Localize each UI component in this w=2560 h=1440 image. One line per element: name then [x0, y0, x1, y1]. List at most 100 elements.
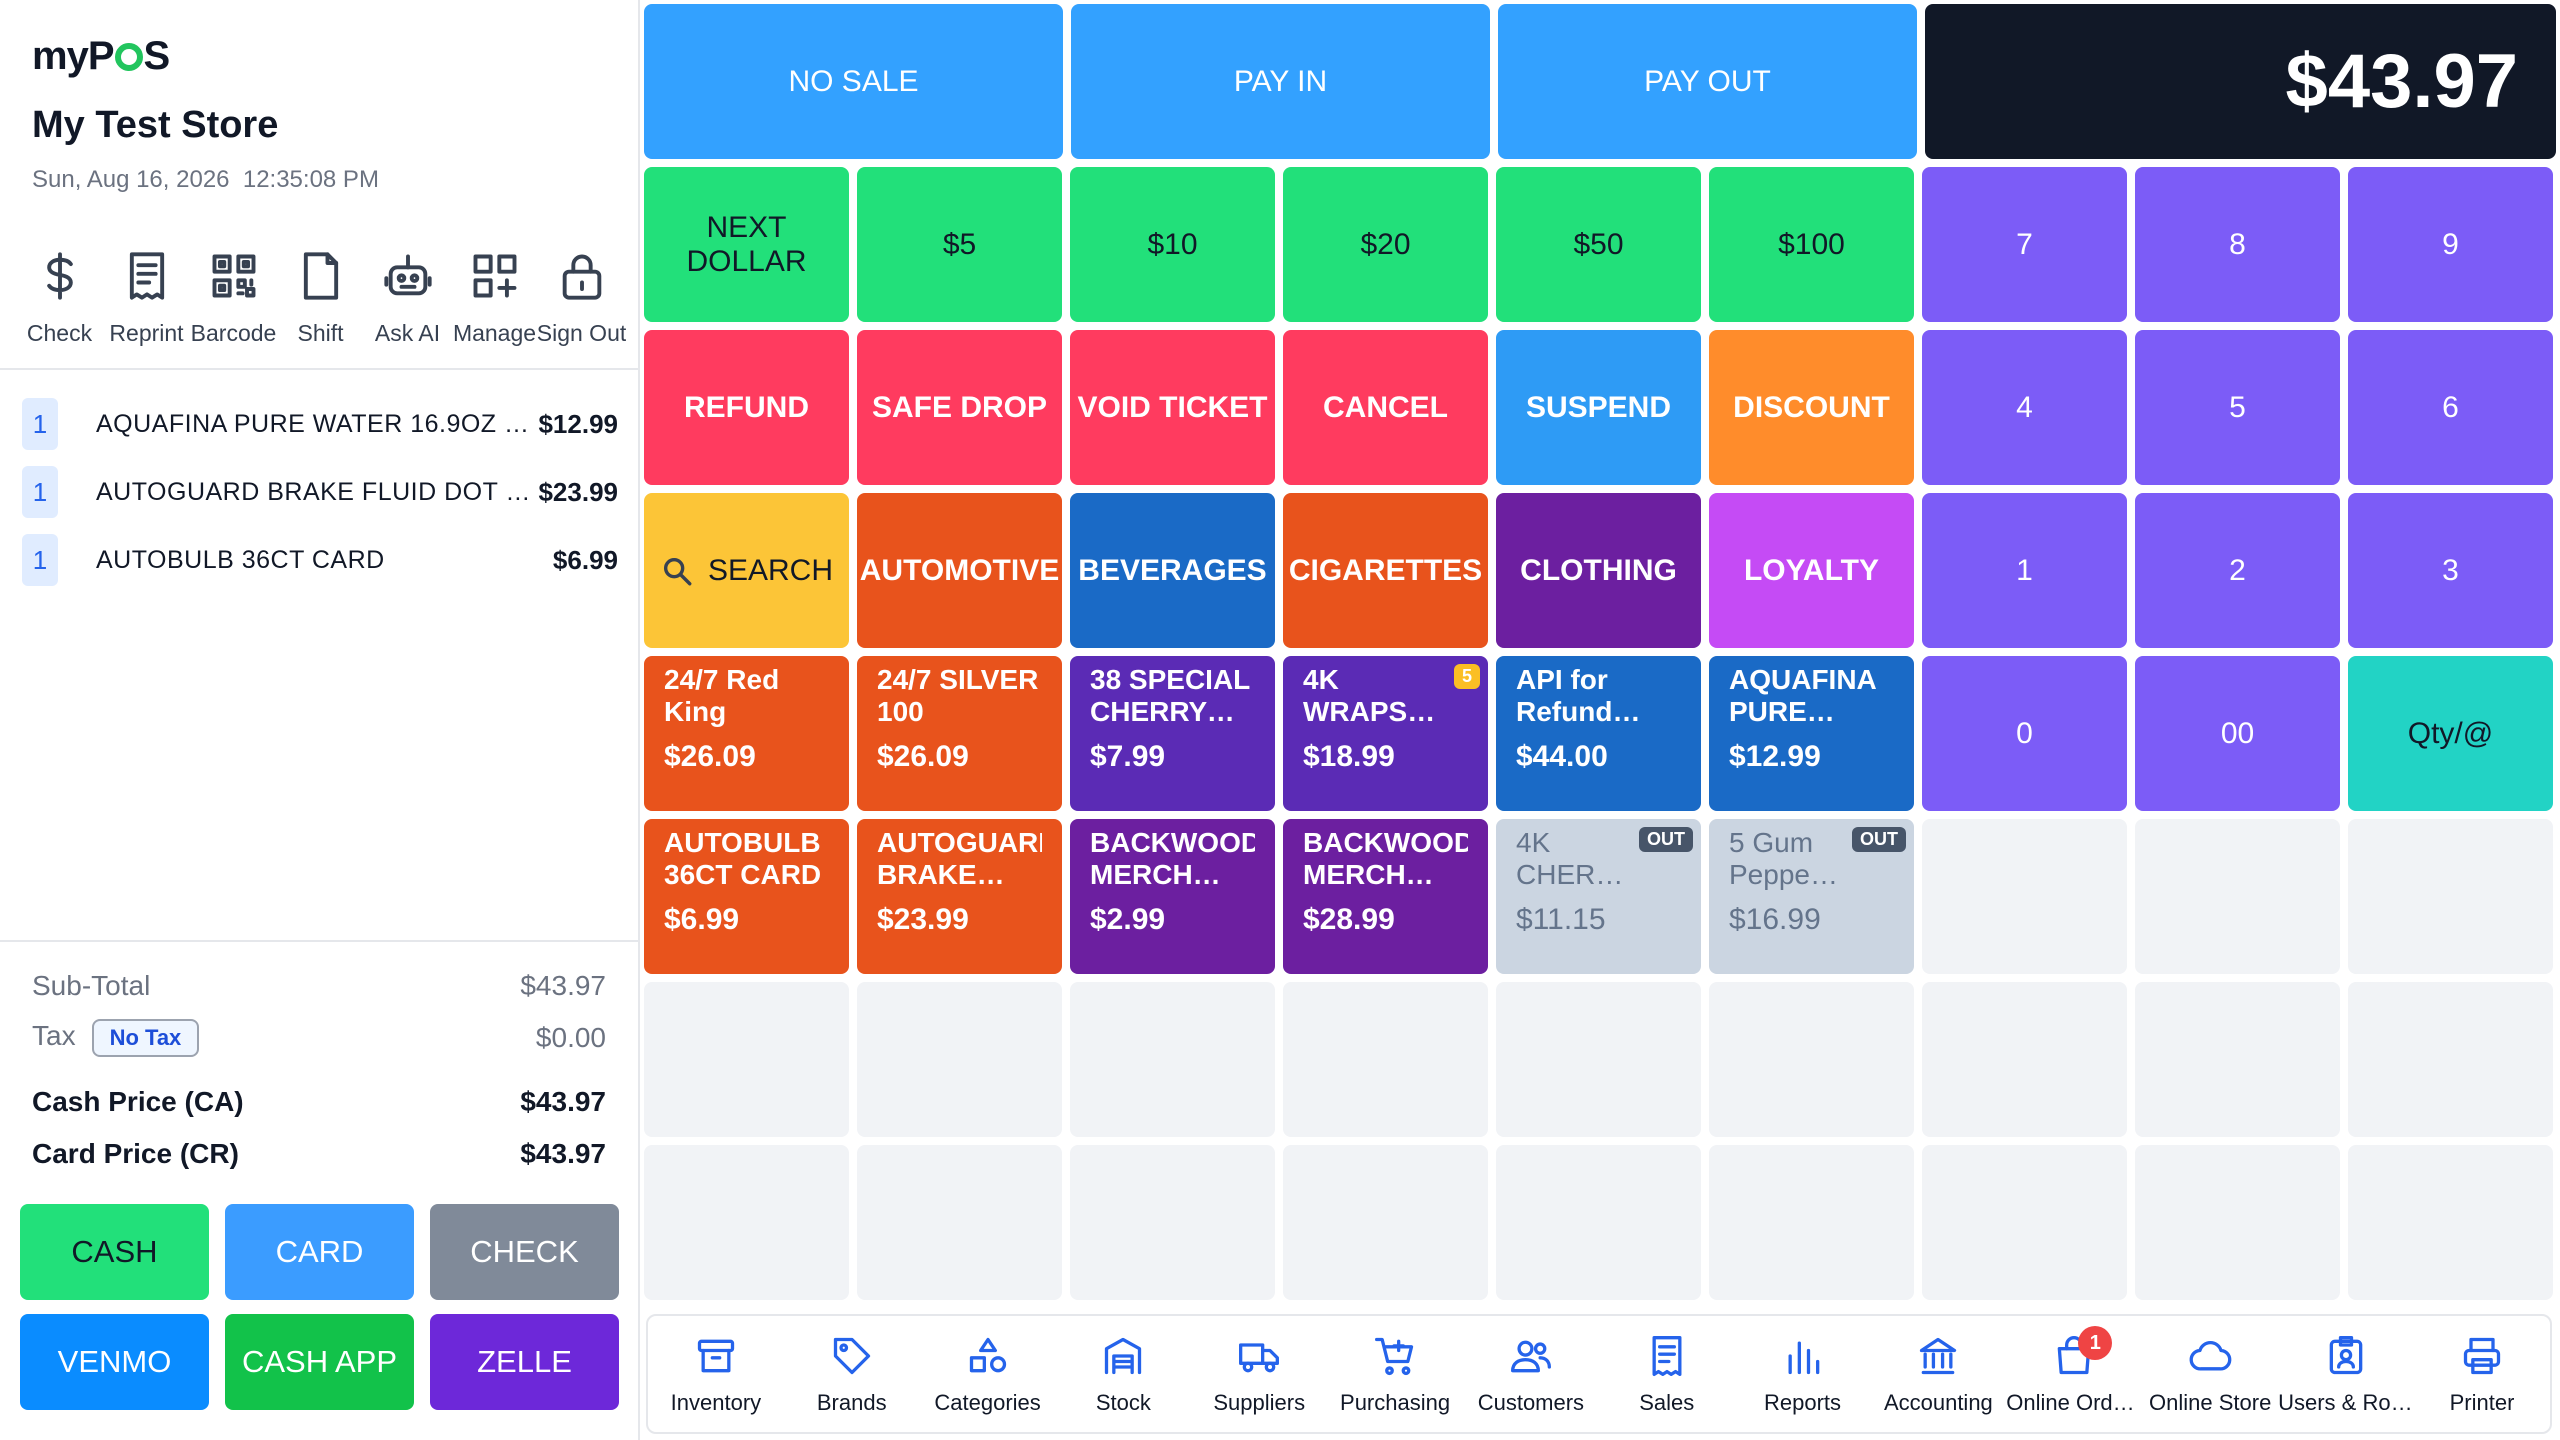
product-tile[interactable]: AUTOBULB 36CT CARD $6.99	[644, 819, 849, 974]
nav-customers[interactable]: Customers	[1463, 1316, 1599, 1432]
keypad-1-button[interactable]: 1	[1922, 493, 2127, 648]
no-tax-badge[interactable]: No Tax	[91, 1019, 200, 1057]
keypad-6-button[interactable]: 6	[2348, 330, 2553, 485]
no-sale-button[interactable]: NO SALE	[644, 4, 1063, 159]
tender-50-button[interactable]: $50	[1496, 167, 1701, 322]
product-tile[interactable]: AQUAFINA PURE WATER 16.9OZ $12.99	[1709, 656, 1914, 811]
tool-sign-out[interactable]: Sign Out	[537, 240, 626, 360]
nav-online-store[interactable]: Online Store	[2142, 1316, 2278, 1432]
nav-accounting[interactable]: Accounting	[1870, 1316, 2006, 1432]
product-tile[interactable]: 24/7 SILVER 100 $26.09	[857, 656, 1062, 811]
tender-100-button[interactable]: $100	[1709, 167, 1914, 322]
category-search-button[interactable]: SEARCH	[644, 493, 849, 648]
product-tile[interactable]: BACKWOODS MERCH GASKET $2.99	[1070, 819, 1275, 974]
pay-zelle-button[interactable]: ZELLE	[430, 1314, 619, 1410]
category-automotive-button[interactable]: AUTOMOTIVE	[857, 493, 1062, 648]
nav-brands[interactable]: Brands	[784, 1316, 920, 1432]
ticket-item[interactable]: 1 AUTOGUARD BRAKE FLUID DOT 3 12OZ$23.99	[22, 458, 618, 526]
category-beverages-button[interactable]: BEVERAGES	[1070, 493, 1275, 648]
suspend-button[interactable]: SUSPEND	[1496, 330, 1701, 485]
discount-button[interactable]: DISCOUNT	[1709, 330, 1914, 485]
tool-reprint[interactable]: Reprint	[103, 240, 190, 360]
ticket-item[interactable]: 1 AQUAFINA PURE WATER 16.9OZ 24PK $12.99	[22, 390, 618, 458]
nav-stock[interactable]: Stock	[1055, 1316, 1191, 1432]
nav-inventory[interactable]: Inventory	[648, 1316, 784, 1432]
tool-check[interactable]: Check	[16, 240, 103, 360]
empty-slot	[1922, 819, 2127, 974]
product-tile[interactable]: 4K WRAPS 4F99 BLACKBERRY $18.99 5	[1283, 656, 1488, 811]
nav-reports[interactable]: Reports	[1735, 1316, 1871, 1432]
tender-20-button[interactable]: $20	[1283, 167, 1488, 322]
stock-count-badge: 5	[1453, 664, 1480, 689]
product-tile[interactable]: 38 SPECIAL CHERRY CIGARS $7.99	[1070, 656, 1275, 811]
void-ticket-button[interactable]: VOID TICKET	[1070, 330, 1275, 485]
category-clothing-button[interactable]: CLOTHING	[1496, 493, 1701, 648]
receipt-icon	[129, 252, 164, 300]
keypad-0-button[interactable]: 0	[1922, 656, 2127, 811]
pay-out-button[interactable]: PAY OUT	[1498, 4, 1917, 159]
nav-label: Reports	[1764, 1390, 1842, 1415]
nav-online-orders[interactable]: Online Orders 1	[2006, 1316, 2142, 1432]
empty-slot	[1922, 982, 2127, 1137]
product-name: BACKWOODS MERCH LIGHTER	[1303, 827, 1468, 890]
nav-label: Sales	[1639, 1390, 1695, 1415]
id-badge-icon	[2329, 1336, 2363, 1375]
magnifier-icon	[663, 557, 692, 585]
product-name: AUTOBULB 36CT CARD	[664, 827, 822, 890]
keypad-00-button[interactable]: 00	[2135, 656, 2340, 811]
store-datetime: Sun, Aug 16, 2026 12:35:08 PM	[32, 166, 379, 193]
empty-slot	[2348, 819, 2553, 974]
divider	[0, 940, 638, 942]
shapes-icon	[969, 1337, 1006, 1373]
users-icon	[1510, 1340, 1551, 1373]
ticket-item[interactable]: 1 AUTOBULB 36CT CARD $6.99	[22, 526, 618, 594]
document-icon	[303, 252, 338, 300]
keypad-3-button[interactable]: 3	[2348, 493, 2553, 648]
tool-barcode[interactable]: Barcode	[190, 240, 277, 360]
product-tile[interactable]: BACKWOODS MERCH LIGHTER $28.99	[1283, 819, 1488, 974]
product-tile[interactable]: AUTOGUARD BRAKE FLUID DOT 3 $23.99	[857, 819, 1062, 974]
tool-shift[interactable]: Shift	[277, 240, 364, 360]
product-tile[interactable]: 24/7 Red King $26.09	[644, 656, 849, 811]
item-qty[interactable]: 1	[22, 534, 58, 586]
tool-manage[interactable]: Manage	[451, 240, 538, 360]
item-qty[interactable]: 1	[22, 466, 58, 518]
safe-drop-button[interactable]: SAFE DROP	[857, 330, 1062, 485]
category-label: BEVERAGES	[1078, 553, 1267, 587]
category-cigarettes-button[interactable]: CIGARETTES	[1283, 493, 1488, 648]
tool-ask-ai[interactable]: Ask AI	[364, 240, 451, 360]
nav-label: Online Store	[2149, 1390, 2272, 1415]
product-tile[interactable]: 5 Gum Peppermint Cobalt $16.99 OUT	[1709, 819, 1914, 974]
tender-next-dollar-button[interactable]: NEXT DOLLAR	[644, 167, 849, 322]
item-qty[interactable]: 1	[22, 398, 58, 450]
pay-cash-button[interactable]: CASH	[20, 1204, 209, 1300]
keypad-8-button[interactable]: 8	[2135, 167, 2340, 322]
nav-users-roles[interactable]: Users & Roles	[2278, 1316, 2414, 1432]
qty-multiplier-button[interactable]: Qty/@	[2348, 656, 2553, 811]
app-logo: myP S	[32, 34, 170, 78]
nav-suppliers[interactable]: Suppliers	[1191, 1316, 1327, 1432]
keypad-5-button[interactable]: 5	[2135, 330, 2340, 485]
refund-button[interactable]: REFUND	[644, 330, 849, 485]
product-name: 4K CHERRY 4/1.39C 60CT	[1516, 827, 1634, 890]
nav-sales[interactable]: Sales	[1599, 1316, 1735, 1432]
pay-check-button[interactable]: CHECK	[430, 1204, 619, 1300]
tender-5-button[interactable]: $5	[857, 167, 1062, 322]
cancel-button[interactable]: CANCEL	[1283, 330, 1488, 485]
empty-slot	[1496, 1145, 1701, 1300]
category-loyalty-button[interactable]: LOYALTY	[1709, 493, 1914, 648]
nav-purchasing[interactable]: Purchasing	[1327, 1316, 1463, 1432]
keypad-2-button[interactable]: 2	[2135, 493, 2340, 648]
pay-card-button[interactable]: CARD	[225, 1204, 414, 1300]
keypad-9-button[interactable]: 9	[2348, 167, 2553, 322]
keypad-7-button[interactable]: 7	[1922, 167, 2127, 322]
tender-10-button[interactable]: $10	[1070, 167, 1275, 322]
pay-venmo-button[interactable]: VENMO	[20, 1314, 209, 1410]
keypad-4-button[interactable]: 4	[1922, 330, 2127, 485]
product-tile[interactable]: API for Refund request $44.00	[1496, 656, 1701, 811]
nav-categories[interactable]: Categories	[920, 1316, 1056, 1432]
pay-cash-app-button[interactable]: CASH APP	[225, 1314, 414, 1410]
product-tile[interactable]: 4K CHERRY 4/1.39C 60CT $11.15 OUT	[1496, 819, 1701, 974]
nav-printer[interactable]: Printer	[2414, 1316, 2550, 1432]
pay-in-button[interactable]: PAY IN	[1071, 4, 1490, 159]
